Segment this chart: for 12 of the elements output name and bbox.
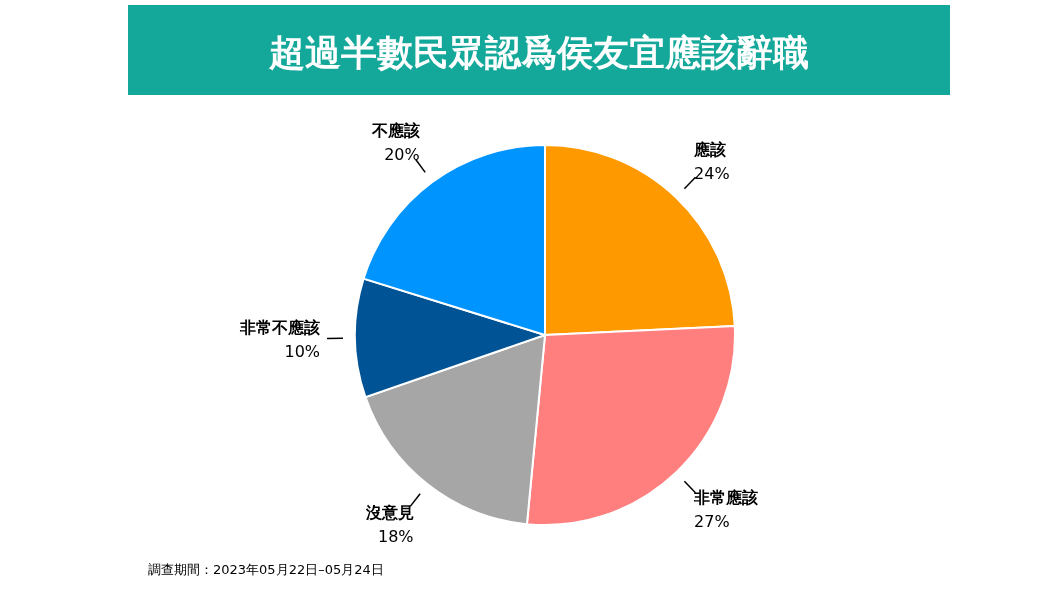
- data-label: 10%: [284, 341, 321, 361]
- slice-label: 應該: [693, 140, 727, 160]
- data-label: 24%: [694, 164, 730, 184]
- slice-label: 非常應該: [693, 487, 759, 507]
- data-label: 18%: [377, 526, 414, 546]
- data-label: 20%: [384, 144, 420, 164]
- chart-title: 超過半數民眾認爲侯友宜應該辭職: [268, 32, 809, 73]
- slice-label: 非常不應該: [239, 317, 321, 337]
- slice-label: 沒意見: [364, 502, 414, 522]
- slice-label: 不應該: [370, 120, 420, 140]
- text: 調查期間：2023年05月22日–05月24日: [148, 562, 384, 577]
- data-label: 27%: [694, 511, 730, 531]
